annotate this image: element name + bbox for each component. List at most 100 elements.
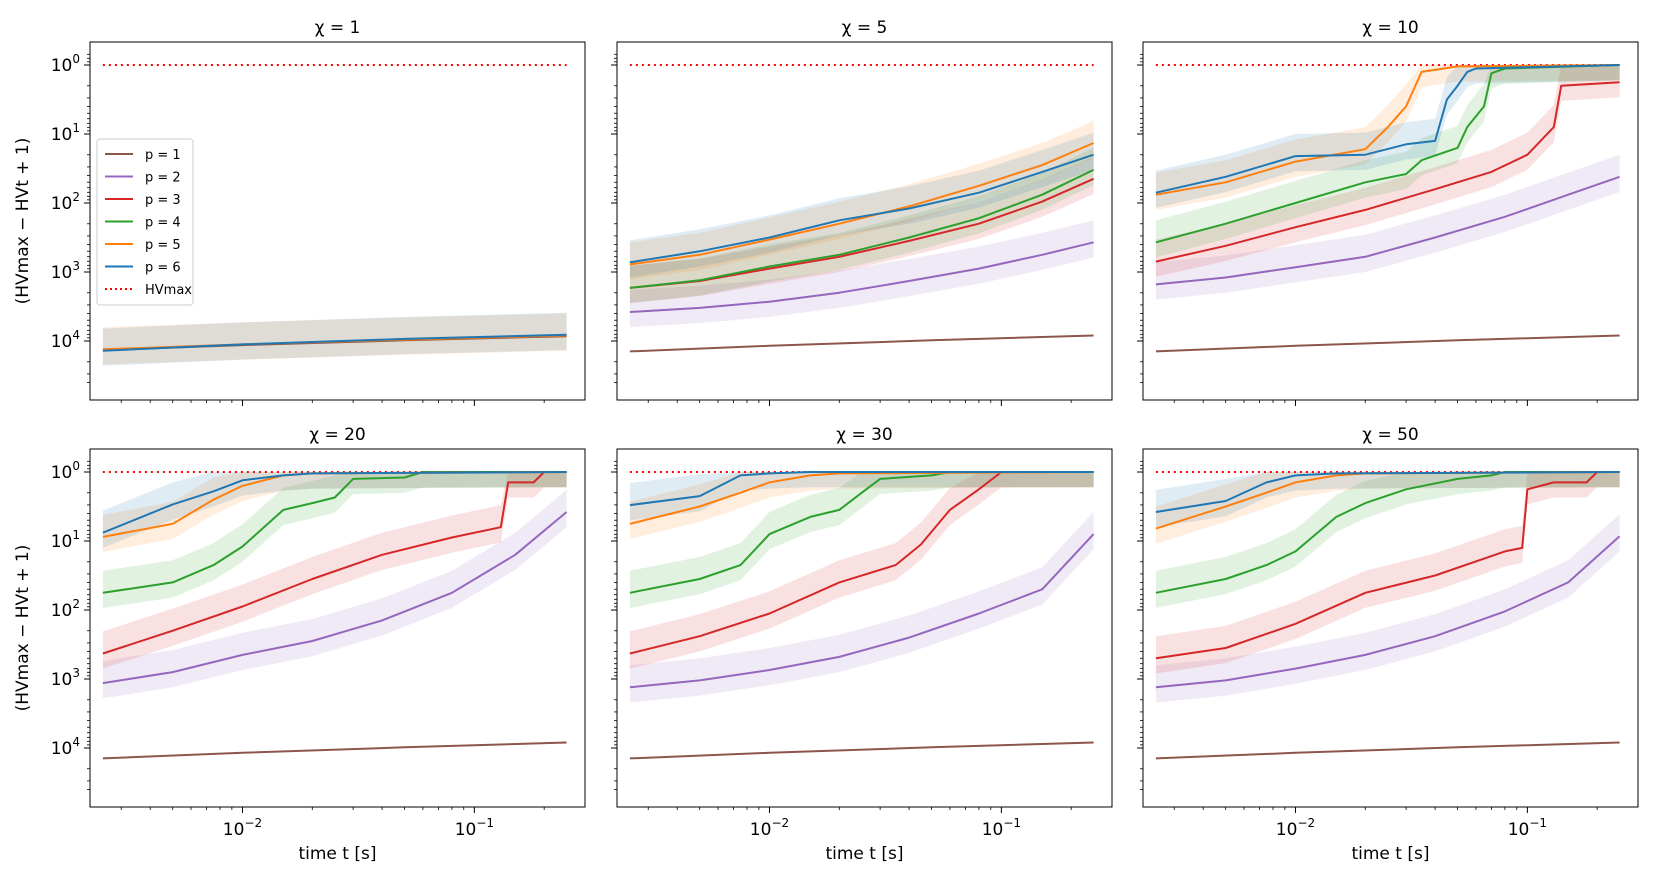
band-p=3 (1155, 472, 1620, 674)
y-tick-label: 104 (51, 328, 80, 352)
x-tick-label: 10−1 (1508, 816, 1547, 840)
plot-area (1155, 64, 1620, 353)
series-line-p=2 (102, 511, 568, 685)
panel-title: χ = 30 (836, 425, 893, 445)
x-tick-label-base: 10 (455, 820, 477, 840)
band-p=3 (1155, 65, 1620, 277)
panel-title: χ = 10 (1362, 18, 1419, 38)
x-tick-label-exp: −1 (476, 816, 494, 830)
series-line-p=1 (629, 741, 1094, 760)
x-tick-label-base: 10 (1276, 820, 1298, 840)
y-tick-label: 104 (51, 735, 80, 759)
panel-2: χ = 5 (611, 18, 1113, 406)
axes-frame (89, 41, 586, 401)
series-line-p=2 (1155, 535, 1621, 689)
series-line-p=2 (629, 533, 1095, 689)
band-p=6 (102, 472, 567, 548)
axes-frame (616, 448, 1113, 808)
band-p=4 (629, 147, 1094, 304)
band-p=5 (1155, 65, 1620, 210)
y-tick-label: 100 (51, 52, 80, 76)
panel-title: χ = 1 (315, 18, 361, 38)
x-axis-label: time t [s] (825, 844, 903, 864)
y-tick-label-exp: 1 (72, 528, 80, 542)
series-line-p=6 (102, 333, 567, 352)
x-tick-label-base: 10 (1508, 820, 1530, 840)
series-line-p=1 (629, 334, 1094, 353)
y-tick-label-exp: 3 (72, 666, 80, 680)
y-tick-label-exp: 0 (72, 52, 80, 66)
x-tick-label: 10−1 (455, 816, 494, 840)
x-tick-label-base: 10 (223, 820, 245, 840)
y-tick-label-exp: 4 (72, 735, 80, 749)
y-tick-label-base: 10 (51, 56, 73, 76)
axes-frame (89, 448, 586, 808)
y-tick-label-base: 10 (51, 263, 73, 283)
y-tick-label-base: 10 (51, 739, 73, 759)
y-tick-label-exp: 2 (72, 597, 80, 611)
x-tick-label-base: 10 (982, 820, 1004, 840)
band-p=5 (102, 472, 567, 552)
series-line-p=6 (629, 471, 1094, 507)
x-tick-label-exp: −2 (244, 816, 262, 830)
panel-title: χ = 5 (842, 18, 888, 38)
y-tick-label: 102 (51, 190, 80, 214)
legend-label: p = 1 (145, 148, 181, 163)
y-tick-label-exp: 4 (72, 328, 80, 342)
band-p=4 (629, 472, 1094, 608)
plot-area (1155, 471, 1621, 760)
y-tick-label-base: 10 (51, 532, 73, 552)
x-tick-label: 10−2 (750, 816, 789, 840)
series-line-p=6 (1155, 471, 1620, 513)
legend-box (96, 138, 194, 306)
series-line-p=4 (629, 168, 1095, 289)
series-line-p=6 (629, 153, 1094, 264)
x-tick-label: 10−2 (1276, 816, 1315, 840)
y-tick-label: 103 (51, 666, 80, 690)
plot-area (629, 471, 1095, 760)
series-line-p=1 (102, 741, 567, 760)
axes-frame (616, 41, 1113, 401)
x-tick-label-exp: −1 (1529, 816, 1547, 830)
band-p=5 (629, 472, 1094, 539)
series-line-p=4 (629, 471, 1094, 594)
band-p=6 (629, 472, 1094, 521)
y-tick-label-base: 10 (51, 463, 73, 483)
legend: p = 1 p = 2 p = 3 p = 4 p = 5 p = 6 HVmax (96, 138, 194, 306)
band-p=2 (1155, 154, 1620, 300)
series-line-p=6 (102, 471, 567, 534)
y-tick-label-exp: 0 (72, 459, 80, 473)
series-line-p=4 (102, 471, 567, 594)
plot-area (102, 471, 568, 760)
y-tick-label: 100 (51, 459, 80, 483)
x-tick-label-exp: −1 (1003, 816, 1021, 830)
legend-label: p = 4 (145, 216, 181, 231)
y-tick-label-base: 10 (51, 332, 73, 352)
axes-frame (1142, 448, 1639, 808)
legend-label: p = 2 (145, 171, 181, 186)
series-line-p=3 (102, 471, 567, 655)
series-line-p=6 (1155, 64, 1620, 194)
band-p=3 (629, 156, 1094, 304)
band-p=4 (102, 472, 567, 608)
plot-area (629, 64, 1095, 353)
x-tick-label-exp: −2 (1297, 816, 1315, 830)
band-p=2 (1155, 514, 1620, 703)
panel-title: χ = 20 (309, 425, 366, 445)
panel-title: χ = 50 (1362, 425, 1419, 445)
band-p=6 (102, 312, 567, 366)
series-line-p=5 (1155, 64, 1620, 196)
band-p=2 (629, 512, 1094, 703)
x-tick-label-base: 10 (750, 820, 772, 840)
y-tick-label: 101 (51, 121, 80, 145)
legend-label: p = 3 (145, 193, 181, 208)
y-tick-label-exp: 1 (72, 121, 80, 135)
y-tick-label-base: 10 (51, 125, 73, 145)
series-line-p=5 (629, 471, 1094, 525)
y-tick-label-base: 10 (51, 194, 73, 214)
series-line-p=4 (1155, 471, 1620, 594)
x-tick-label: 10−2 (223, 816, 262, 840)
band-p=2 (629, 220, 1094, 328)
legend-label: HVmax (145, 283, 192, 298)
